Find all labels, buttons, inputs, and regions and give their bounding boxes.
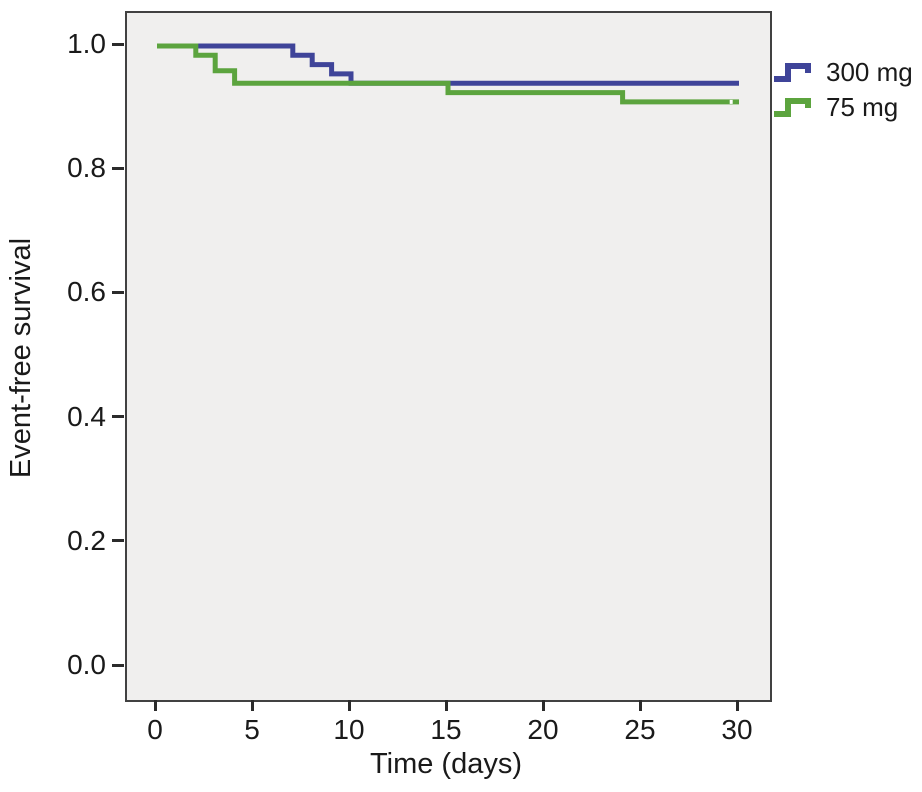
x-tick-mark <box>735 700 739 711</box>
y-tick-label: 0.0 <box>67 649 106 680</box>
y-tick-mark <box>112 290 124 294</box>
x-tick-mark <box>347 700 351 711</box>
x-tick-mark <box>250 700 254 711</box>
y-tick-label: 0.2 <box>67 524 106 556</box>
x-tick-label: 5 <box>244 714 260 745</box>
x-tick-mark <box>444 700 448 711</box>
legend-label-75mg: 75 mg <box>826 91 899 122</box>
x-tick-label: 0 <box>147 714 163 745</box>
x-tick-label: 15 <box>430 714 462 745</box>
legend-item-75mg: 75 mg <box>772 92 913 122</box>
x-tick-label: 20 <box>527 714 559 745</box>
legend-label-300mg: 300 mg <box>826 56 913 87</box>
x-tick-label: 30 <box>721 714 753 745</box>
series-line-75mg <box>157 43 739 105</box>
y-tick-mark <box>112 166 124 170</box>
censor-tick <box>729 99 733 104</box>
x-tick-mark <box>638 700 642 711</box>
plot-area <box>125 11 772 702</box>
step-line-icon <box>774 63 811 82</box>
x-tick-mark <box>153 700 157 711</box>
series-line-300mg <box>157 43 739 86</box>
y-tick-label: 0.4 <box>67 400 106 432</box>
y-tick-label: 1.0 <box>67 28 106 59</box>
y-tick-mark <box>112 415 124 419</box>
y-tick-mark <box>112 42 124 46</box>
x-tick-mark <box>541 700 545 711</box>
x-tick-label: 10 <box>333 714 365 745</box>
y-tick-label: 0.6 <box>67 276 106 308</box>
y-tick-mark <box>112 663 124 667</box>
y-tick-label: 0.8 <box>67 152 106 184</box>
x-tick-label: 25 <box>624 714 656 745</box>
x-axis-title: Time (days) <box>370 748 522 780</box>
y-tick-mark <box>112 539 124 543</box>
survival-curves-canvas <box>157 43 739 105</box>
y-axis-title: Event-free survival <box>5 237 37 479</box>
step-line-icon <box>774 98 811 117</box>
legend-item-300mg: 300 mg <box>772 57 913 87</box>
legend: 300 mg 75 mg <box>772 57 913 122</box>
